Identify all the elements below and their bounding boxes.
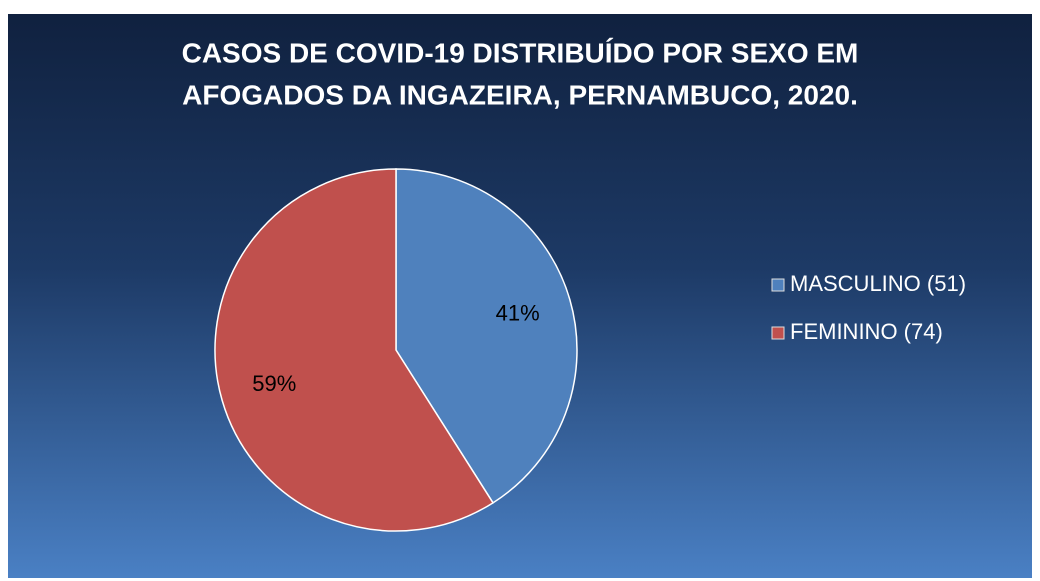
chart-title: CASOS DE COVID-19 DISTRIBUÍDO POR SEXO E… (182, 37, 859, 68)
legend-label: MASCULINO (51) (790, 271, 966, 296)
data-label: 41% (496, 300, 540, 325)
legend-swatch (771, 278, 785, 292)
legend-label: FEMININO (74) (790, 319, 943, 344)
chart-title: AFOGADOS DA INGAZEIRA, PERNAMBUCO, 2020. (182, 79, 858, 110)
pie-slice (395, 168, 578, 504)
data-label: 59% (252, 371, 296, 396)
pie-slice (214, 168, 495, 532)
legend-swatch (771, 326, 785, 340)
